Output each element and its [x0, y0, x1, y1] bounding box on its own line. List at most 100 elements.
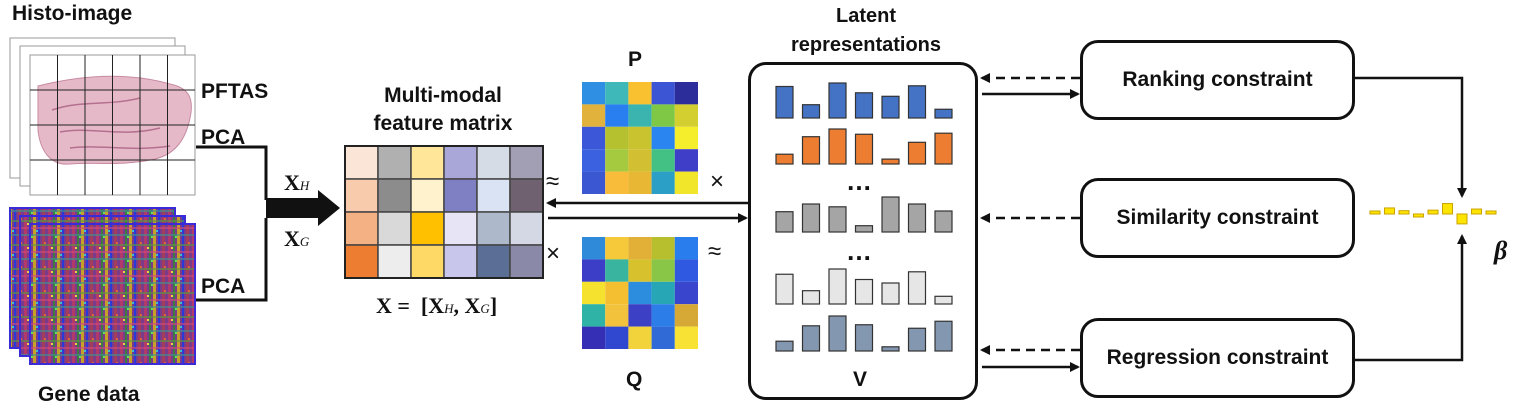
matrix-cell — [509, 145, 544, 180]
matrix-title: Multi-modal feature matrix — [348, 82, 538, 138]
matrix-cell — [628, 304, 652, 327]
matrix-cell — [651, 82, 675, 105]
matrix-cell — [674, 126, 698, 150]
latent-bar — [854, 278, 874, 305]
beta-bar — [1398, 210, 1410, 215]
xh-label: XH — [284, 170, 309, 196]
matrix-cell — [628, 126, 652, 150]
matrix-cell — [344, 244, 379, 279]
latent-bar — [907, 271, 927, 305]
beta-label: β — [1494, 236, 1508, 265]
gene-data-title: Gene data — [38, 383, 140, 406]
latent-bar — [775, 153, 794, 165]
latent-bar — [881, 158, 900, 165]
latent-bar — [801, 290, 821, 305]
beta-bar — [1471, 208, 1482, 215]
matrix-cell — [674, 259, 698, 282]
matrix-cell — [443, 244, 478, 279]
matrix-cell — [443, 211, 478, 246]
beta-bar — [1442, 203, 1453, 215]
matrix-cell — [410, 244, 445, 279]
latent-bar — [775, 273, 794, 305]
latent-title: Latent representations — [776, 2, 956, 60]
matrix-cell — [377, 244, 412, 279]
matrix-cell — [628, 237, 652, 260]
matrix-cell — [582, 304, 606, 327]
latent-bar — [828, 128, 847, 165]
beta-bar — [1384, 207, 1395, 215]
matrix-cell — [651, 304, 675, 327]
matrix-cell — [582, 171, 606, 194]
beta-bar — [1485, 210, 1497, 215]
matrix-cell — [377, 211, 412, 246]
matrix-cell — [651, 281, 675, 305]
matrix-cell — [476, 145, 511, 180]
matrix-title-line1: Multi-modal — [384, 84, 502, 107]
matrix-cell — [605, 149, 629, 172]
v-label: V — [853, 368, 868, 391]
matrix-cell — [582, 326, 606, 349]
latent-bar-rows — [775, 82, 953, 352]
ranking-constraint-box: Ranking constraint — [1080, 40, 1355, 120]
histo-image-stack — [9, 37, 196, 196]
xh-sub: H — [299, 178, 310, 193]
matrix-cell — [605, 281, 629, 305]
matrix-cell — [628, 104, 652, 127]
matrix-cell — [476, 244, 511, 279]
xg-sub: G — [299, 234, 310, 249]
matrix-cell — [628, 281, 652, 305]
beta-bar — [1427, 209, 1439, 215]
latent-bar — [775, 340, 794, 352]
latent-bar — [934, 210, 953, 233]
latent-bar — [907, 327, 927, 352]
latent-bar — [828, 82, 847, 119]
matrix-cell — [509, 178, 544, 213]
latent-bar — [801, 203, 821, 233]
pca-gene-label: PCA — [201, 275, 246, 298]
matrix-cell — [674, 171, 698, 194]
matrix-cell — [582, 149, 606, 172]
beta-bar — [1413, 213, 1424, 218]
pftas-label: PFTAS — [201, 80, 269, 103]
similarity-constraint-label: Similarity constraint — [1116, 206, 1319, 229]
histo-image-title: Histo-image — [12, 2, 133, 25]
p-matrix — [582, 82, 698, 194]
matrix-cell — [605, 82, 629, 105]
latent-bar — [801, 104, 821, 119]
matrix-title-line2: feature matrix — [373, 112, 513, 135]
matrix-cell — [582, 259, 606, 282]
modality-connectors — [196, 145, 268, 302]
latent-title-line1: Latent — [836, 5, 896, 27]
eq-part1: X = [X — [376, 293, 445, 318]
matrix-cell — [410, 145, 445, 180]
latent-bar — [934, 108, 953, 119]
latent-bar — [854, 225, 874, 233]
latent-bar — [934, 132, 953, 165]
latent-bar — [907, 203, 927, 233]
feature-matrix — [344, 145, 544, 279]
latent-bar — [854, 133, 874, 165]
tissue-shape — [37, 75, 192, 165]
regression-constraint-box: Regression constraint — [1080, 318, 1355, 398]
matrix-cell — [377, 178, 412, 213]
matrix-cell — [582, 82, 606, 105]
q-matrix — [582, 237, 698, 349]
matrix-cell — [674, 281, 698, 305]
matrix-cell — [605, 304, 629, 327]
matrix-cell — [344, 145, 379, 180]
matrix-cell — [628, 171, 652, 194]
latent-bar — [907, 85, 927, 119]
matrix-cell — [605, 326, 629, 349]
matrix-cell — [344, 211, 379, 246]
matrix-cell — [582, 281, 606, 305]
matrix-cell — [410, 178, 445, 213]
matrix-cell — [651, 171, 675, 194]
matrix-cell — [628, 259, 652, 282]
xh-main: X — [284, 170, 300, 195]
matrix-cell — [344, 178, 379, 213]
matrix-cell — [605, 104, 629, 127]
beta-bar — [1369, 210, 1381, 215]
matrix-cell — [651, 126, 675, 150]
matrix-cell — [651, 149, 675, 172]
latent-box — [748, 62, 978, 400]
